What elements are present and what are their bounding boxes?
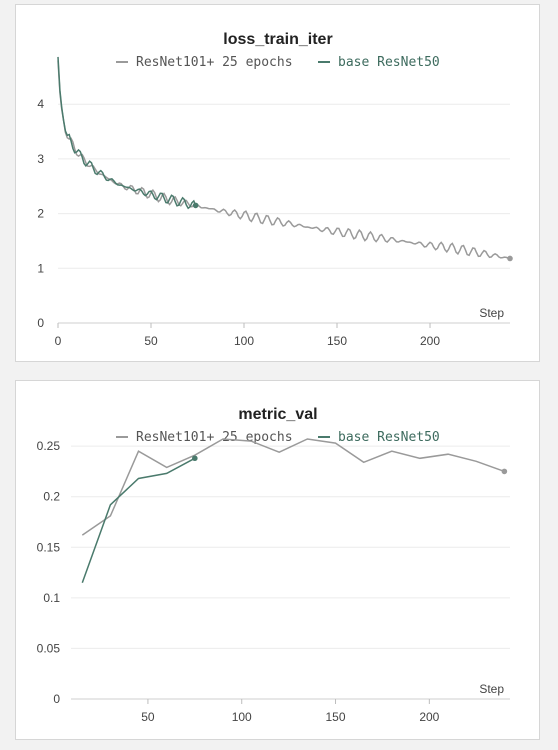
x-tick-label: 200 — [420, 334, 440, 348]
series-end-point-1 — [192, 202, 199, 209]
loss-chart-panel: loss_train_iter ResNet101+ 25 epochs base … — [15, 4, 540, 362]
x-tick-label: 100 — [234, 334, 254, 348]
metric-chart: metric_val ResNet101+ 25 epochs base ResNe… — [37, 406, 510, 724]
x-axis-label: Step — [479, 306, 504, 320]
y-tick-label: 3 — [37, 152, 44, 166]
chart-title: loss_train_iter — [223, 31, 332, 48]
x-tick-label: 0 — [55, 334, 62, 348]
legend-entry-1[interactable]: base ResNet50 — [338, 55, 440, 70]
y-tick-label: 0.2 — [43, 490, 60, 504]
x-axis-label: Step — [479, 682, 504, 696]
x-tick-label: 50 — [144, 334, 158, 348]
y-tick-label: 4 — [37, 97, 44, 111]
metric-chart-panel: metric_val ResNet101+ 25 epochs base ResNe… — [15, 380, 540, 740]
series-end-point-0 — [501, 468, 508, 475]
series-end-point-1 — [192, 455, 198, 462]
series-line-0 — [81, 438, 505, 536]
y-tick-label: 0 — [37, 316, 44, 330]
y-tick-label: 0.15 — [37, 540, 61, 554]
chart-legend: ResNet101+ 25 epochs base ResNet50 — [116, 55, 440, 70]
chart-legend: ResNet101+ 25 epochs base ResNet50 — [116, 430, 440, 445]
chart-title: metric_val — [238, 406, 317, 423]
series-line-0 — [57, 60, 511, 260]
x-tick-label: 200 — [419, 710, 439, 724]
x-tick-label: 50 — [141, 710, 155, 724]
y-tick-label: 0 — [53, 692, 60, 706]
legend-entry-0[interactable]: ResNet101+ 25 epochs — [136, 430, 293, 445]
y-tick-label: 0.25 — [37, 439, 61, 453]
series-end-point-0 — [507, 255, 513, 262]
y-tick-label: 1 — [37, 261, 44, 275]
series-line-1 — [81, 457, 196, 583]
y-tick-label: 0.1 — [43, 591, 60, 605]
loss-chart: loss_train_iter ResNet101+ 25 epochs base … — [37, 31, 513, 348]
x-tick-label: 100 — [232, 710, 252, 724]
y-tick-label: 0.05 — [37, 641, 61, 655]
x-tick-label: 150 — [326, 710, 346, 724]
series-line-1 — [57, 56, 197, 210]
x-tick-label: 150 — [327, 334, 347, 348]
legend-entry-0[interactable]: ResNet101+ 25 epochs — [136, 55, 293, 70]
legend-entry-1[interactable]: base ResNet50 — [338, 430, 440, 445]
y-tick-label: 2 — [37, 207, 44, 221]
